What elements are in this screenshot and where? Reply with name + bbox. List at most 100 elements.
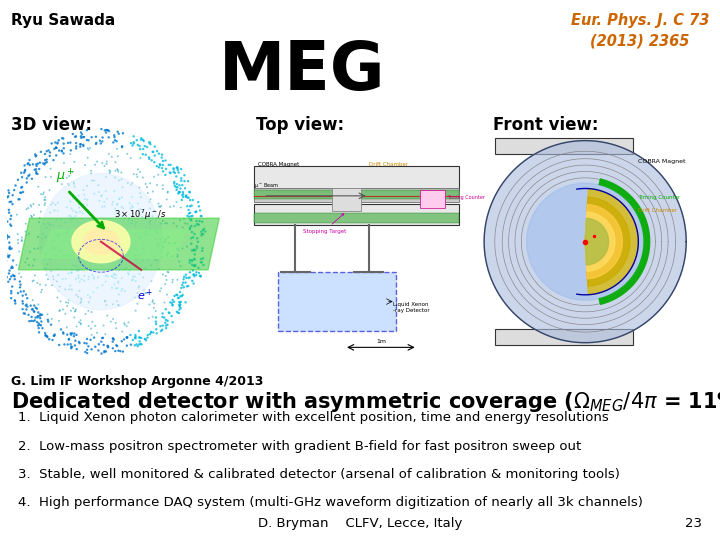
Point	[188, 245, 199, 254]
Point	[168, 167, 179, 176]
Point	[161, 291, 173, 299]
Point	[163, 309, 175, 318]
Point	[174, 288, 186, 296]
Point	[130, 255, 142, 264]
Point	[145, 195, 156, 204]
Point	[133, 282, 145, 291]
Point	[122, 269, 134, 278]
Point	[79, 161, 91, 170]
Point	[111, 341, 122, 349]
Point	[109, 158, 121, 166]
Point	[18, 287, 30, 295]
Point	[6, 289, 17, 298]
Point	[110, 271, 122, 279]
Point	[116, 175, 127, 184]
Point	[54, 247, 66, 255]
Point	[102, 341, 113, 350]
Point	[161, 321, 172, 330]
Text: $3\times10^7\mu^-/s$: $3\times10^7\mu^-/s$	[114, 208, 167, 222]
Point	[195, 272, 207, 280]
Text: 3D view:: 3D view:	[11, 116, 92, 134]
Point	[40, 156, 51, 164]
Point	[189, 255, 200, 264]
Point	[148, 253, 160, 261]
Point	[184, 258, 195, 267]
Point	[176, 244, 188, 253]
Point	[61, 330, 73, 339]
Point	[15, 287, 27, 296]
Point	[154, 161, 166, 170]
Point	[51, 252, 63, 261]
Text: 1.  Liquid Xenon photon calorimeter with excellent position, time and energy res: 1. Liquid Xenon photon calorimeter with …	[18, 411, 608, 424]
Point	[83, 342, 94, 350]
Point	[63, 239, 75, 247]
Point	[196, 227, 207, 236]
Point	[145, 140, 156, 149]
Point	[153, 171, 164, 179]
Point	[107, 284, 118, 292]
Point	[23, 261, 35, 269]
Point	[50, 138, 61, 147]
Point	[143, 154, 155, 163]
Point	[171, 251, 183, 259]
Point	[19, 166, 31, 174]
Point	[58, 139, 69, 148]
Point	[171, 183, 183, 192]
Point	[189, 254, 200, 263]
Text: 1m: 1m	[376, 339, 386, 343]
Point	[152, 240, 163, 248]
Point	[145, 328, 157, 336]
Text: Front view:: Front view:	[493, 116, 599, 134]
Point	[117, 129, 129, 138]
Point	[98, 321, 109, 330]
Point	[184, 196, 196, 205]
Point	[46, 315, 58, 323]
Point	[46, 244, 58, 252]
Point	[30, 169, 42, 178]
Point	[168, 165, 179, 174]
Point	[165, 168, 176, 177]
Point	[190, 208, 202, 217]
Point	[174, 299, 186, 307]
Point	[163, 160, 174, 169]
Point	[3, 269, 14, 278]
Point	[66, 330, 77, 339]
Point	[36, 286, 48, 294]
Point	[184, 268, 196, 276]
Point	[147, 296, 158, 305]
Point	[55, 247, 67, 256]
Point	[68, 332, 80, 341]
Point	[54, 282, 66, 291]
Point	[60, 226, 72, 234]
Point	[102, 312, 113, 320]
Point	[0, 233, 8, 242]
Point	[69, 341, 81, 350]
Point	[183, 206, 194, 214]
Point	[31, 161, 42, 170]
Point	[140, 227, 152, 236]
Point	[4, 245, 16, 253]
Point	[73, 200, 85, 208]
Point	[156, 253, 168, 261]
Point	[121, 333, 132, 342]
Point	[81, 181, 93, 190]
Point	[112, 166, 124, 174]
Point	[153, 163, 165, 172]
Point	[145, 216, 156, 225]
Point	[167, 275, 179, 284]
Point	[149, 151, 161, 160]
Point	[68, 261, 79, 269]
Point	[29, 316, 40, 325]
Point	[56, 147, 68, 156]
Point	[160, 319, 171, 327]
Point	[63, 285, 75, 294]
Point	[56, 180, 68, 188]
Point	[134, 333, 145, 342]
Point	[88, 288, 99, 296]
Point	[37, 159, 49, 168]
Point	[174, 188, 186, 197]
Point	[39, 160, 50, 168]
Point	[74, 140, 86, 149]
Point	[150, 228, 162, 237]
Point	[182, 177, 194, 186]
